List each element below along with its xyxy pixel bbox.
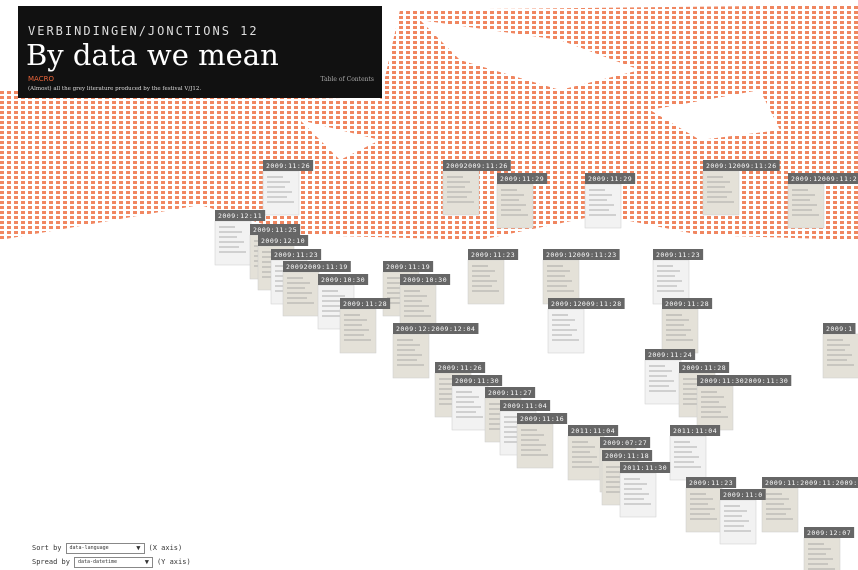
date-label: 2009:11:2009:11:2009:1 <box>765 479 858 487</box>
date-label: 2009:11:25 <box>253 226 297 234</box>
sort-select[interactable]: data-language ▼ <box>66 543 145 554</box>
document-thumbnail[interactable] <box>517 424 553 468</box>
date-label: 2009:11:28 <box>343 300 387 308</box>
document-thumbnail[interactable] <box>670 436 706 480</box>
date-label: 2009:07:27 <box>603 439 647 447</box>
document-thumbnail[interactable] <box>823 334 858 378</box>
document-thumbnail[interactable] <box>720 500 756 544</box>
date-label: 2009:11:29 <box>500 175 544 183</box>
date-label: 2009:10:30 <box>321 276 365 284</box>
header: VERBINDINGEN/JONCTIONS 12 By data we mea… <box>18 6 382 98</box>
document-thumbnail[interactable] <box>585 184 621 228</box>
title: By data we mean <box>26 38 279 72</box>
document-thumbnail[interactable] <box>468 260 504 304</box>
date-label: 2009:11:24 <box>648 351 692 359</box>
date-label: 2009:1 <box>826 325 852 333</box>
date-label: 2009:11:27 <box>488 389 532 397</box>
toc-link[interactable]: Table of Contents <box>321 76 374 83</box>
spread-value: data-datetime <box>78 559 117 565</box>
document-thumbnail[interactable] <box>340 309 376 353</box>
document-thumbnail[interactable] <box>653 260 689 304</box>
date-label: 2009:12009:11:28 <box>551 300 622 308</box>
document-thumbnail[interactable] <box>393 334 429 378</box>
spread-row: Spread by data-datetime ▼ (Y axis) <box>32 555 191 569</box>
document-thumbnail[interactable] <box>400 285 436 329</box>
date-label: 2009:11:30 <box>455 377 499 385</box>
document-thumbnail[interactable] <box>788 184 824 228</box>
date-label: 2009:11:26 <box>266 162 310 170</box>
date-label: 2009:11:04 <box>503 402 547 410</box>
date-label: 2009:12:11 <box>218 212 262 220</box>
date-label: 20092009:11:26 <box>446 162 508 170</box>
kicker: VERBINDINGEN/JONCTIONS 12 <box>28 24 259 38</box>
section[interactable]: MACRO <box>28 75 54 83</box>
document-thumbnail[interactable] <box>443 171 479 215</box>
sort-row: Sort by data-language ▼ (X axis) <box>32 541 191 555</box>
document-thumbnail[interactable] <box>543 260 579 304</box>
date-label: 2009:11:18 <box>605 452 649 460</box>
date-label: 2009:11:23 <box>689 479 733 487</box>
spread-label: Spread by <box>32 558 70 566</box>
date-label: 2009:11:302009:11:30 <box>700 377 788 385</box>
date-label: 2009:11:23 <box>471 251 515 259</box>
date-label: 2009:11:26 <box>438 364 482 372</box>
description: (Almost) all the grey literature produce… <box>28 86 201 92</box>
document-thumbnail[interactable] <box>568 436 604 480</box>
document-thumbnail[interactable] <box>703 171 739 215</box>
date-label: 2009:12:07 <box>807 529 851 537</box>
date-label: 2009:11:23 <box>656 251 700 259</box>
document-thumbnail[interactable] <box>215 221 251 265</box>
date-label: 2009:11:0 <box>723 491 763 499</box>
document-thumbnail[interactable] <box>620 473 656 517</box>
document-thumbnail[interactable] <box>452 386 488 430</box>
date-label: 20092009:11:19 <box>286 263 348 271</box>
sort-axis: (X axis) <box>149 544 183 552</box>
dropdown-arrow: ▼ <box>145 558 149 567</box>
document-thumbnail[interactable] <box>548 309 584 353</box>
date-label: 2009:11:19 <box>386 263 430 271</box>
date-label: 2009:11:23 <box>274 251 318 259</box>
document-thumbnail[interactable] <box>263 171 299 215</box>
date-label: 2009:12:10 <box>261 237 305 245</box>
document-thumbnail[interactable] <box>686 488 722 532</box>
date-label: 2009:11:28 <box>682 364 726 372</box>
date-label: 2009:12009:11:23 <box>546 251 617 259</box>
date-label: 2009:12:2009:12:04 <box>396 325 475 333</box>
document-thumbnail[interactable] <box>497 184 533 228</box>
dropdown-arrow: ▼ <box>136 544 140 553</box>
date-label: 2011:11:04 <box>673 427 717 435</box>
date-label: 2009:11:28 <box>665 300 709 308</box>
document-thumbnail[interactable] <box>662 309 698 353</box>
document-thumbnail[interactable] <box>645 360 681 404</box>
document-thumbnail[interactable] <box>697 386 733 430</box>
date-label: 2009:11:29 <box>588 175 632 183</box>
date-label: 2011:11:30 <box>623 464 667 472</box>
date-label: 2009:10:30 <box>403 276 447 284</box>
sort-value: data-language <box>70 545 109 551</box>
date-label: 2009:12009:11:26 <box>706 162 777 170</box>
page: 2009:11:26 20092009:11:26 2009:11:29 2009:1… <box>0 0 858 570</box>
document-thumbnail[interactable] <box>762 488 798 532</box>
document-thumbnail[interactable] <box>283 272 319 316</box>
sort-label: Sort by <box>32 544 62 552</box>
date-label: 2009:11:16 <box>520 415 564 423</box>
date-label: 2011:11:04 <box>571 427 615 435</box>
spread-axis: (Y axis) <box>157 558 191 566</box>
spread-select[interactable]: data-datetime ▼ <box>74 557 153 568</box>
date-label: 2009:12009:11:2 <box>791 175 857 183</box>
